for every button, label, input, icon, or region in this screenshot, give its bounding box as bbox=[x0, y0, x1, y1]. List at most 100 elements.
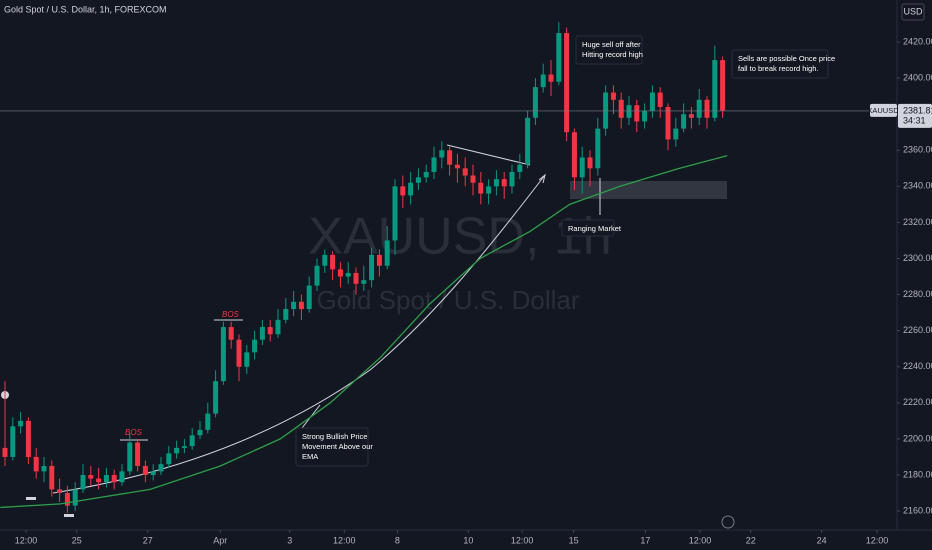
y-tick-label: 2240.00 bbox=[903, 361, 932, 371]
candle-body bbox=[486, 186, 492, 194]
candle-body bbox=[259, 327, 265, 340]
annotation-text: Movement Above our bbox=[302, 442, 373, 451]
candle-body bbox=[174, 447, 180, 454]
candle-body bbox=[493, 179, 499, 187]
candle-body bbox=[704, 99, 710, 118]
candle-body bbox=[618, 99, 624, 118]
candle-body bbox=[720, 60, 726, 111]
candle-body bbox=[57, 489, 63, 494]
candle-body bbox=[696, 99, 702, 118]
x-tick-label: Apr bbox=[213, 535, 227, 545]
candle-body bbox=[556, 33, 562, 82]
annotation-text: Strong Bullish Price bbox=[302, 432, 367, 441]
y-tick-label: 2160.00 bbox=[903, 505, 932, 515]
annotation-text: fall to break record high. bbox=[738, 64, 818, 73]
candle-body bbox=[80, 474, 86, 490]
x-tick-label: 27 bbox=[143, 535, 153, 545]
x-tick-label: 12:00 bbox=[333, 535, 356, 545]
x-tick-label: 8 bbox=[395, 535, 400, 545]
candle-body bbox=[470, 175, 476, 183]
candle-body bbox=[564, 33, 570, 133]
candle-body bbox=[478, 182, 484, 194]
annotation-text: Ranging Market bbox=[568, 224, 622, 233]
candle-body bbox=[610, 92, 616, 100]
candle-body bbox=[220, 327, 226, 382]
candle-body bbox=[166, 453, 172, 465]
bos-label: BOS bbox=[125, 428, 143, 437]
candle-body bbox=[298, 301, 304, 310]
candle-body bbox=[431, 157, 437, 172]
x-tick-label: 12:00 bbox=[689, 535, 712, 545]
x-tick-label: 25 bbox=[72, 535, 82, 545]
ema-line bbox=[0, 155, 728, 509]
candle-body bbox=[96, 478, 102, 483]
candle-body bbox=[306, 285, 312, 310]
candle-body bbox=[10, 426, 16, 457]
candle-body bbox=[688, 114, 694, 118]
candle-body bbox=[657, 92, 663, 107]
candle-body bbox=[571, 132, 577, 178]
candle-body bbox=[353, 272, 359, 284]
x-tick-label: 15 bbox=[569, 535, 579, 545]
x-tick-label: 24 bbox=[817, 535, 827, 545]
candle-body bbox=[454, 164, 460, 169]
candle-body bbox=[501, 179, 507, 187]
watermark-name: Gold Spot / U.S. Dollar bbox=[317, 285, 580, 315]
candle-body bbox=[681, 114, 687, 129]
alert-icon[interactable] bbox=[721, 515, 735, 529]
candle-body bbox=[267, 327, 273, 335]
candle-body bbox=[330, 254, 336, 270]
candle-body bbox=[517, 164, 523, 172]
y-tick-label: 2360.00 bbox=[903, 145, 932, 155]
y-tick-label: 2180.00 bbox=[903, 469, 932, 479]
annotation-text: EMA bbox=[302, 452, 318, 461]
x-tick-label: 12:00 bbox=[511, 535, 534, 545]
candle-body bbox=[384, 240, 390, 266]
candle-body bbox=[111, 474, 117, 483]
annotation-box bbox=[561, 219, 615, 237]
triangle-line bbox=[446, 144, 531, 166]
range-zone bbox=[570, 181, 727, 199]
candle-body bbox=[127, 442, 133, 472]
candle-body bbox=[72, 489, 78, 506]
annotation-box bbox=[295, 427, 369, 467]
candle-body bbox=[439, 150, 445, 158]
candle-body bbox=[649, 92, 655, 111]
candle-body bbox=[361, 280, 367, 284]
candle-body bbox=[213, 381, 219, 414]
currency-button[interactable] bbox=[901, 3, 925, 21]
candle-body bbox=[634, 105, 640, 122]
candle-body bbox=[712, 60, 718, 118]
candle-body bbox=[158, 464, 164, 472]
candle-body bbox=[376, 254, 382, 266]
candle-body bbox=[626, 105, 632, 118]
candle-body bbox=[665, 106, 671, 140]
y-tick-label: 2200.00 bbox=[903, 433, 932, 443]
candle-body bbox=[283, 309, 289, 320]
x-tick-label: 12:00 bbox=[866, 535, 889, 545]
candle-body bbox=[509, 171, 515, 187]
candle-body bbox=[291, 301, 297, 310]
candle-body bbox=[400, 186, 406, 196]
candle-body bbox=[369, 254, 375, 281]
candle-body bbox=[25, 420, 31, 457]
candle-body bbox=[41, 465, 47, 472]
candle-body bbox=[49, 465, 55, 490]
watermark-symbol: XAUUSD, 1h bbox=[308, 208, 611, 266]
countdown-label: 34:31 bbox=[903, 115, 926, 125]
candle-body bbox=[142, 465, 148, 475]
candle-body bbox=[532, 87, 538, 118]
candle-body bbox=[189, 435, 195, 447]
currency-label[interactable]: USD bbox=[903, 6, 923, 16]
candle-body bbox=[205, 413, 211, 430]
trend-curve bbox=[52, 174, 546, 494]
y-tick-label: 2420.00 bbox=[903, 36, 932, 46]
bos-label: BOS bbox=[222, 310, 240, 319]
candle-body bbox=[236, 339, 242, 367]
candle-body bbox=[197, 429, 203, 436]
candle-body bbox=[314, 265, 320, 286]
candle-body bbox=[423, 171, 429, 178]
candle-body bbox=[603, 92, 609, 129]
